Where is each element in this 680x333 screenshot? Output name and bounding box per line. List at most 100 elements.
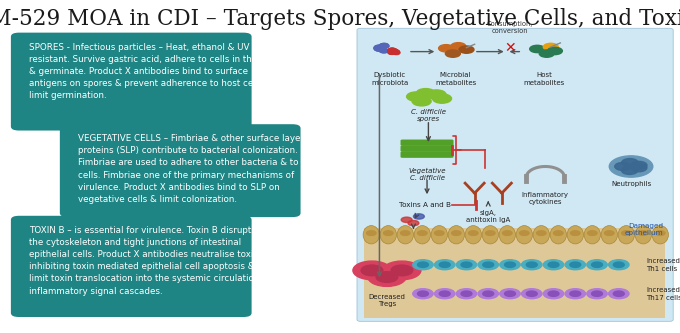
Circle shape [483,291,494,296]
Ellipse shape [482,226,498,244]
Circle shape [379,44,387,48]
Circle shape [587,289,607,299]
Circle shape [639,231,648,235]
Circle shape [537,231,546,235]
Ellipse shape [363,226,379,244]
Circle shape [522,260,542,270]
Text: ✕: ✕ [504,41,516,55]
Circle shape [526,291,537,296]
Circle shape [451,43,466,50]
Circle shape [615,163,631,170]
Circle shape [391,265,413,276]
Circle shape [588,231,597,235]
Circle shape [392,50,399,53]
Circle shape [377,46,385,50]
Circle shape [478,289,498,299]
Circle shape [570,291,581,296]
Text: Th17 cells: Th17 cells [646,295,680,301]
Circle shape [452,231,461,235]
Circle shape [390,49,397,52]
Circle shape [378,48,386,52]
Circle shape [486,231,495,235]
Circle shape [461,291,472,296]
Circle shape [613,262,624,267]
Circle shape [416,89,435,98]
Circle shape [548,262,559,267]
Circle shape [500,289,520,299]
Circle shape [374,47,382,51]
Circle shape [543,260,564,270]
Circle shape [478,260,498,270]
Circle shape [526,262,537,267]
Circle shape [379,48,387,52]
Circle shape [439,262,450,267]
Text: Increased: Increased [646,287,680,293]
Text: SPORES - Infectious particles – Heat, ethanol & UV
resistant. Survive gastric ac: SPORES - Infectious particles – Heat, et… [29,43,283,100]
Circle shape [376,46,384,50]
Circle shape [390,51,396,54]
Circle shape [383,261,421,280]
Circle shape [413,214,424,219]
Circle shape [389,51,396,54]
Circle shape [388,51,394,54]
Circle shape [361,265,383,276]
Text: VEGETATIVE CELLS – Fimbriae & other surface layer
proteins (SLP) contribute to b: VEGETATIVE CELLS – Fimbriae & other surf… [78,134,320,204]
Circle shape [435,231,444,235]
Circle shape [412,97,431,106]
Circle shape [500,260,520,270]
Circle shape [427,90,446,99]
Ellipse shape [533,226,549,244]
Circle shape [401,231,410,235]
Circle shape [377,45,386,49]
Ellipse shape [380,226,396,244]
Circle shape [505,262,515,267]
Circle shape [391,49,398,53]
Text: Neutrophils: Neutrophils [611,181,651,187]
Circle shape [375,45,384,49]
Text: Th1 cells: Th1 cells [646,266,677,272]
Circle shape [375,47,383,51]
FancyBboxPatch shape [60,124,301,217]
Circle shape [543,43,558,51]
Circle shape [592,262,602,267]
Circle shape [379,44,388,48]
Circle shape [375,45,383,49]
Ellipse shape [601,226,617,244]
Circle shape [570,262,581,267]
FancyBboxPatch shape [357,28,673,321]
Circle shape [609,156,653,177]
Text: sIgA,
antitoxin IgA: sIgA, antitoxin IgA [466,210,511,223]
Circle shape [522,289,542,299]
Text: Microbial
metabolites: Microbial metabolites [435,72,476,86]
Ellipse shape [465,226,481,244]
Circle shape [375,47,384,51]
Circle shape [388,49,394,52]
Circle shape [388,49,394,52]
Circle shape [381,44,389,48]
Circle shape [388,50,394,53]
Circle shape [413,289,433,299]
Circle shape [459,46,474,53]
Circle shape [374,47,382,51]
Circle shape [418,231,427,235]
Circle shape [388,48,395,52]
Circle shape [439,291,450,296]
Circle shape [374,46,382,50]
Ellipse shape [550,226,566,244]
Ellipse shape [635,226,651,244]
Circle shape [622,166,638,174]
Circle shape [392,50,399,53]
Text: C. difficile
spores: C. difficile spores [411,109,446,122]
Circle shape [520,231,529,235]
Circle shape [393,50,400,54]
Circle shape [376,46,384,50]
Circle shape [388,51,395,54]
Circle shape [461,262,472,267]
Circle shape [367,231,376,235]
Text: Decreased
Tregs: Decreased Tregs [369,294,405,307]
Circle shape [388,48,395,52]
Circle shape [622,231,631,235]
Circle shape [418,291,428,296]
Ellipse shape [414,226,430,244]
Circle shape [384,231,393,235]
